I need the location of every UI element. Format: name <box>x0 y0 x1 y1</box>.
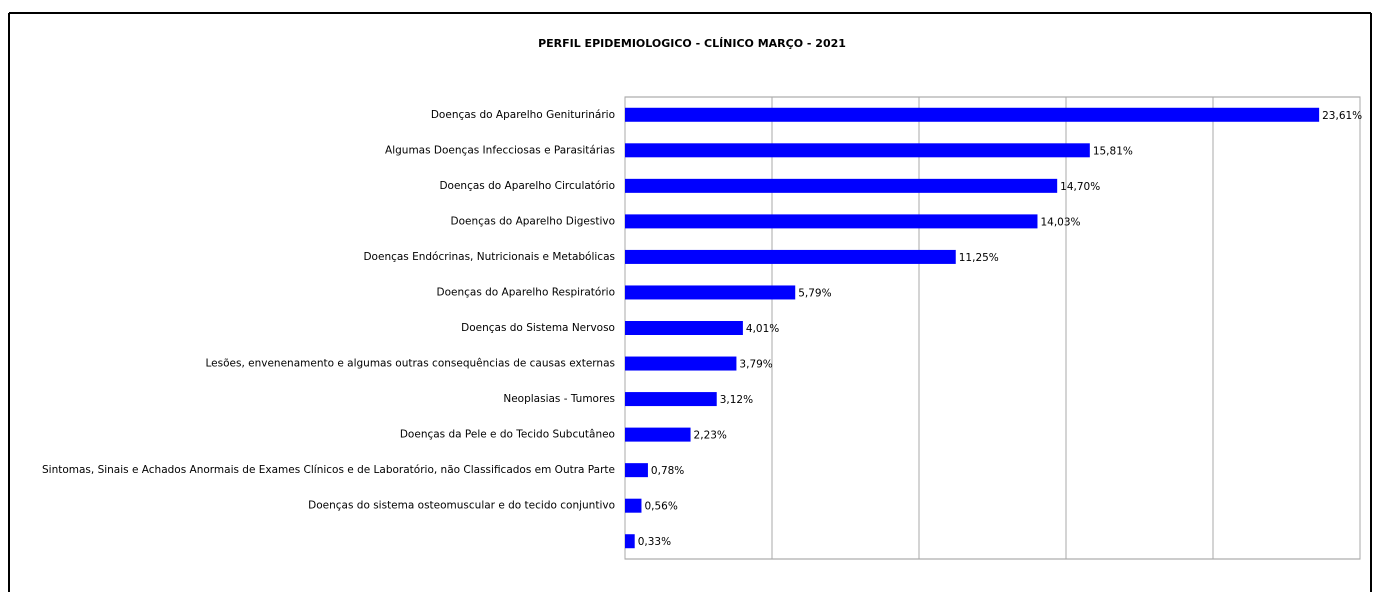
data-label: 4,01% <box>746 323 779 335</box>
data-label: 0,78% <box>651 465 684 477</box>
bar <box>625 498 642 513</box>
y-tick-label: Doenças do Aparelho Respiratório <box>436 286 615 298</box>
data-label: 14,03% <box>1040 216 1080 228</box>
data-label: 11,25% <box>959 252 999 264</box>
y-tick-label: Lesões, envenenamento e algumas outras c… <box>206 358 615 370</box>
chart-title: PERFIL EPIDEMIOLOGICO - CLÍNICO MARÇO - … <box>538 37 846 50</box>
data-label: 15,81% <box>1093 145 1133 157</box>
data-label: 3,12% <box>720 394 753 406</box>
bar <box>625 463 648 478</box>
y-tick-label: Doenças da Pele e do Tecido Subcutâneo <box>400 429 615 441</box>
y-tick-label: Doenças do sistema osteomuscular e do te… <box>308 500 615 512</box>
bar <box>625 143 1090 158</box>
bar <box>625 534 635 549</box>
bar <box>625 427 691 442</box>
bar <box>625 392 717 407</box>
bar <box>625 356 737 371</box>
data-label: 0,33% <box>638 536 671 548</box>
data-label: 0,56% <box>644 501 677 513</box>
y-tick-label: Doenças do Aparelho Circulatório <box>439 180 615 192</box>
data-label: 5,79% <box>798 287 831 299</box>
bar <box>625 107 1320 122</box>
y-tick-label: Doenças Endócrinas, Nutricionais e Metab… <box>363 251 615 263</box>
data-label: 3,79% <box>739 359 772 371</box>
y-tick-label: Doenças do Aparelho Digestivo <box>451 215 616 227</box>
data-label: 14,70% <box>1060 181 1100 193</box>
y-tick-label: Sintomas, Sinais e Achados Anormais de E… <box>42 464 615 476</box>
y-tick-label: Doenças do Sistema Nervoso <box>461 322 615 334</box>
bar <box>625 214 1038 229</box>
data-label: 23,61% <box>1322 110 1362 122</box>
y-tick-label: Doenças do Aparelho Geniturinário <box>431 109 615 121</box>
bar <box>625 321 743 335</box>
bar <box>625 285 796 300</box>
y-tick-label: Neoplasias - Tumores <box>503 393 615 405</box>
bar <box>625 249 956 264</box>
bar <box>625 178 1058 193</box>
data-label: 2,23% <box>694 430 727 442</box>
y-tick-label: Algumas Doenças Infecciosas e Parasitári… <box>385 144 615 156</box>
